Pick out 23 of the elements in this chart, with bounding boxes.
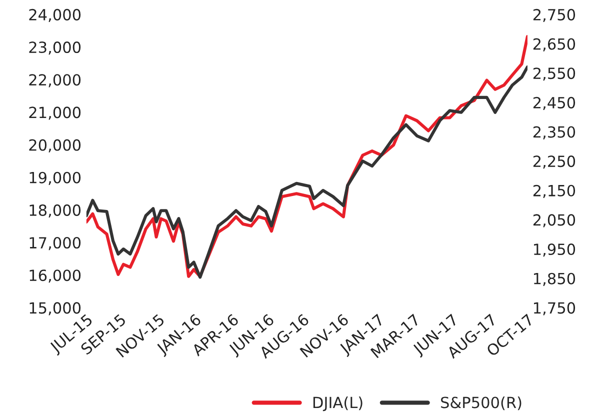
y-tick-label: 24,000 <box>29 8 81 22</box>
y-tick-label: 23,000 <box>29 42 81 55</box>
y-tick-label: 19,000 <box>30 172 81 185</box>
y2-tick-label: 2,350 <box>533 126 576 140</box>
y2-tick-label: 2,150 <box>533 184 576 198</box>
y-tick-label: 22,000 <box>29 74 81 88</box>
y-tick-label: 17,000 <box>30 236 81 250</box>
y2-tick-label: 1,950 <box>534 244 576 257</box>
y2-tick-label: 1,850 <box>534 272 576 286</box>
y-tick-label: 15,000 <box>30 302 81 316</box>
y2-tick-label: 2,050 <box>533 214 576 228</box>
y-tick-label: 20,000 <box>29 139 81 152</box>
legend-label: S&P500(R) <box>441 396 522 410</box>
legend-label: DJIA(L) <box>313 396 362 412</box>
y2-tick-label: 2,650 <box>533 38 576 52</box>
y2-tick-label: 2,750 <box>533 8 576 22</box>
y-tick-label: 18,000 <box>30 204 81 218</box>
y2-tick-label: 1,750 <box>534 302 576 316</box>
y-tick-label: 21,000 <box>29 106 81 120</box>
y2-tick-label: 2,550 <box>533 68 576 81</box>
y-tick-label: 16,000 <box>30 270 81 283</box>
y2-tick-label: 2,250 <box>533 156 576 169</box>
y2-tick-label: 2,450 <box>533 96 576 110</box>
